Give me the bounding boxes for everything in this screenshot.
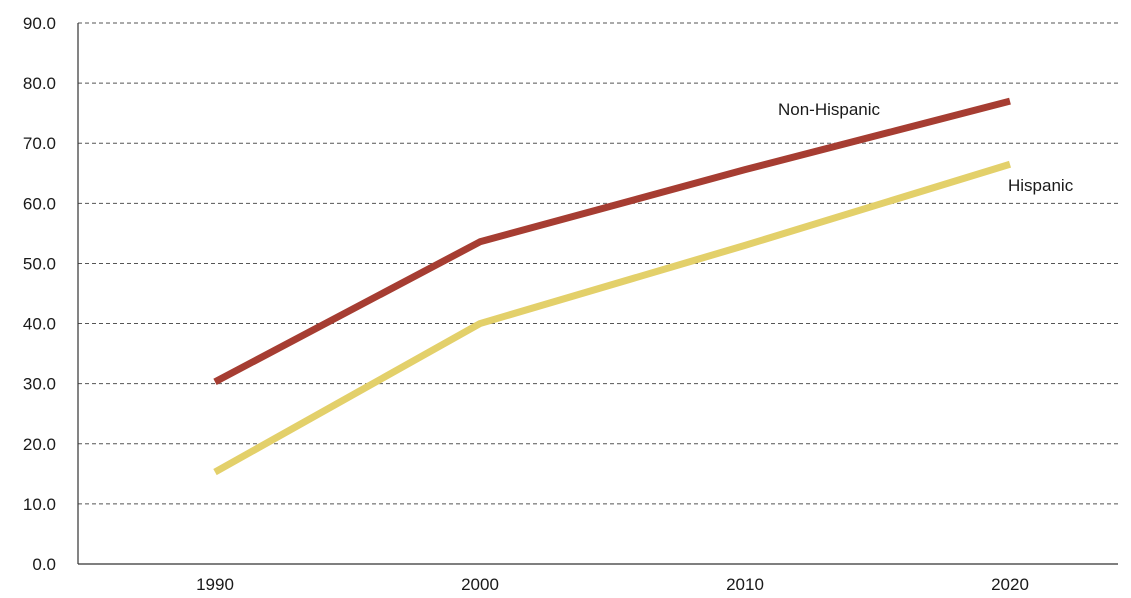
y-tick-label: 0.0 (32, 555, 56, 574)
x-tick-label: 2020 (991, 575, 1029, 594)
series-line-non-hispanic (213, 97, 1011, 385)
y-tick-label: 40.0 (23, 315, 56, 334)
series-label-hispanic: Hispanic (1008, 176, 1074, 195)
y-tick-label: 70.0 (23, 134, 56, 153)
y-tick-label: 30.0 (23, 375, 56, 394)
x-axis-tick-labels: 1990 2000 2010 2020 (196, 575, 1029, 594)
series-label-non-hispanic: Non-Hispanic (778, 100, 881, 119)
x-tick-label: 2010 (726, 575, 764, 594)
y-tick-label: 20.0 (23, 435, 56, 454)
gridlines (78, 22, 1118, 505)
y-tick-label: 90.0 (23, 14, 56, 33)
y-tick-label: 50.0 (23, 254, 56, 273)
series-lines (213, 97, 1012, 476)
x-tick-label: 1990 (196, 575, 234, 594)
y-tick-label: 60.0 (23, 194, 56, 213)
y-tick-label: 10.0 (23, 495, 56, 514)
series-line-hispanic (213, 160, 1012, 476)
y-axis-tick-labels: 0.0 10.0 20.0 30.0 40.0 50.0 60.0 70.0 80.0 90.0 (23, 14, 56, 574)
series-labels: Non-Hispanic Hispanic (778, 100, 1074, 195)
x-tick-label: 2000 (461, 575, 499, 594)
axes (77, 23, 1118, 565)
y-tick-label: 80.0 (23, 74, 56, 93)
